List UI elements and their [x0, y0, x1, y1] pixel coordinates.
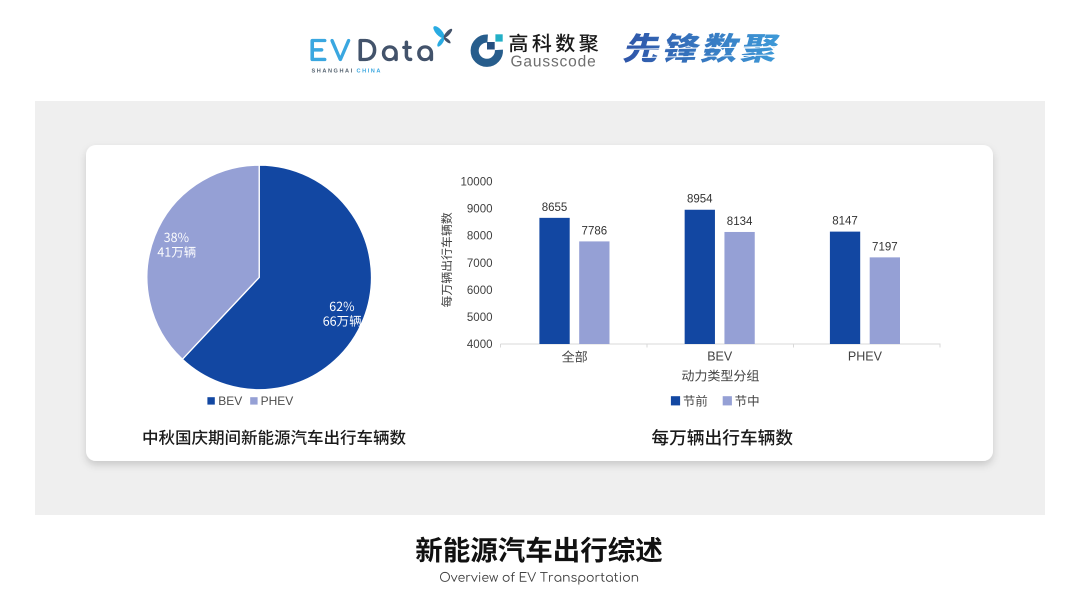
- svg-text:CHINA: CHINA: [357, 69, 382, 75]
- svg-text:BEV: BEV: [707, 350, 733, 364]
- svg-text:7197: 7197: [872, 241, 898, 253]
- svg-text:8147: 8147: [832, 216, 858, 228]
- svg-text:8655: 8655: [542, 202, 568, 214]
- svg-text:6000: 6000: [467, 285, 493, 297]
- svg-text:SHANGHAI: SHANGHAI: [312, 69, 354, 75]
- svg-text:4000: 4000: [467, 339, 493, 351]
- svg-text:Gausscode: Gausscode: [511, 54, 597, 71]
- svg-text:9000: 9000: [467, 204, 493, 216]
- svg-text:PHEV: PHEV: [848, 350, 883, 364]
- svg-text:5000: 5000: [467, 312, 493, 324]
- svg-text:PHEV: PHEV: [261, 394, 294, 408]
- svg-text:8000: 8000: [467, 231, 493, 243]
- svg-text:10000: 10000: [461, 177, 493, 189]
- svg-text:8954: 8954: [687, 194, 713, 206]
- svg-text:7786: 7786: [582, 225, 608, 237]
- svg-text:BEV: BEV: [218, 394, 242, 408]
- svg-text:7000: 7000: [467, 258, 493, 270]
- svg-text:8134: 8134: [727, 216, 753, 228]
